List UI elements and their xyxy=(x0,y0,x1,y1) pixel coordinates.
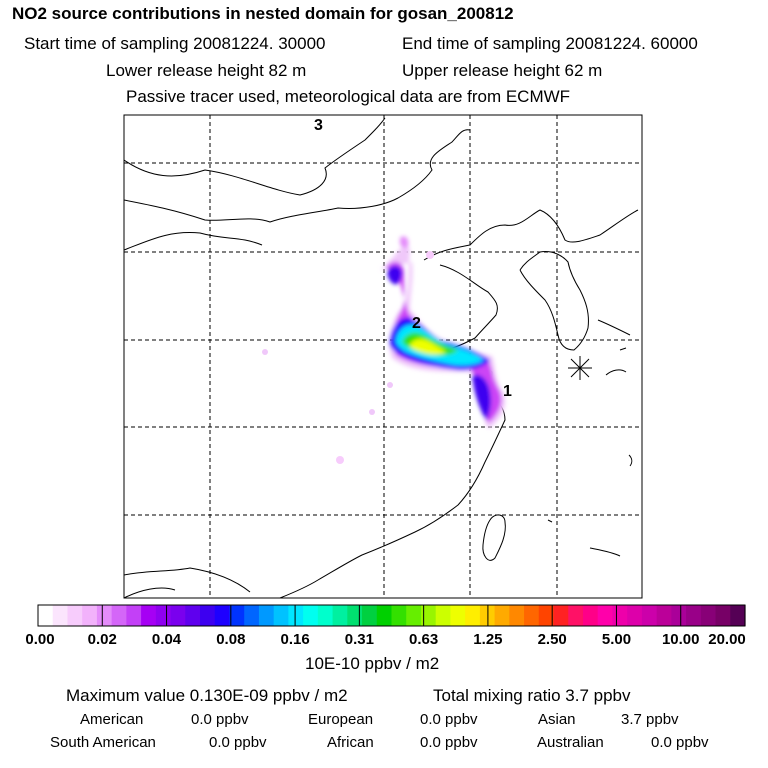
source-region-label: 3 xyxy=(314,117,323,134)
colorbar-swatch xyxy=(406,605,422,626)
colorbar-swatch xyxy=(376,605,393,626)
coastlines xyxy=(124,117,639,598)
colorbar-swatch xyxy=(347,605,363,626)
lower-release-label: Lower release height 82 m xyxy=(106,61,307,80)
region-name: Asian xyxy=(538,711,576,728)
region-name: European xyxy=(308,711,374,728)
colorbar-swatch xyxy=(391,605,407,626)
colorbar-tick-label: 0.04 xyxy=(151,631,182,648)
colorbar-swatch xyxy=(538,605,555,626)
source-region-label: 2 xyxy=(412,315,421,332)
map-frame xyxy=(123,114,643,599)
upper-release-label: Upper release height 62 m xyxy=(402,61,603,80)
colorbar-swatch xyxy=(244,605,260,626)
region-name: American xyxy=(80,711,144,728)
colorbar-swatch xyxy=(38,605,54,626)
passive-tracer-note: Passive tracer used, meteorological data… xyxy=(126,87,571,106)
colorbar-swatch xyxy=(155,605,172,626)
colorbar-swatch xyxy=(332,605,348,626)
colorbar-swatch xyxy=(494,605,510,626)
region-name: South American xyxy=(50,734,156,751)
colorbar-swatch xyxy=(641,605,658,626)
colorbar-swatch xyxy=(170,605,186,626)
colorbar-swatch xyxy=(67,605,83,626)
colorbar-swatch xyxy=(200,605,216,626)
region-value: 0.0 ppbv xyxy=(209,734,267,751)
colorbar-swatch xyxy=(303,605,319,626)
colorbar-swatch xyxy=(509,605,525,626)
colorbar-swatch xyxy=(612,605,628,626)
colorbar-swatch xyxy=(597,605,614,626)
no2-plume xyxy=(262,236,506,464)
colorbar-swatch xyxy=(656,605,672,626)
plot-title: NO2 source contributions in nested domai… xyxy=(12,4,514,23)
colorbar-swatch xyxy=(111,605,127,626)
colorbar-tick-label: 0.02 xyxy=(87,631,117,648)
start-time-label: Start time of sampling 20081224. 30000 xyxy=(24,34,326,53)
end-time-label: End time of sampling 20081224. 60000 xyxy=(402,34,698,53)
colorbar-tick-label: 0.00 xyxy=(25,631,55,648)
colorbar-tick-label: 0.31 xyxy=(344,631,374,648)
colorbar-swatch xyxy=(465,605,481,626)
colorbar-tick-label: 2.50 xyxy=(537,631,567,648)
colorbar-swatch xyxy=(686,605,702,626)
colorbar-swatch xyxy=(700,605,717,626)
colorbar-tick-label: 1.25 xyxy=(473,631,503,648)
colorbar-tick-label: 0.63 xyxy=(409,631,439,648)
colorbar-swatch xyxy=(273,605,289,626)
colorbar-swatch xyxy=(553,605,569,626)
colorbar-tick-label: 20.00 xyxy=(708,631,746,648)
total-mixing-ratio: Total mixing ratio 3.7 ppbv xyxy=(433,686,631,705)
colorbar-swatch xyxy=(258,605,275,626)
colorbar-swatch xyxy=(317,605,334,626)
receptor-star-icon xyxy=(568,356,592,380)
colorbar-units: 10E-10 ppbv / m2 xyxy=(305,654,440,673)
colorbar-swatch xyxy=(214,605,231,626)
colorbar-swatch xyxy=(52,605,69,626)
region-value: 0.0 ppbv xyxy=(191,711,249,728)
colorbar-tick-label: 0.08 xyxy=(216,631,246,648)
colorbar-swatch xyxy=(229,605,245,626)
colorbar-tick-label: 5.00 xyxy=(601,631,632,648)
colorbar-tick-label: 10.00 xyxy=(661,631,700,648)
colorbar-tick-label: 0.16 xyxy=(280,631,310,648)
colorbar-swatch xyxy=(288,605,304,626)
colorbar-swatch xyxy=(362,605,378,626)
source-region-label: 1 xyxy=(503,383,512,400)
colorbar-swatch xyxy=(96,605,113,626)
colorbar-swatch xyxy=(450,605,466,626)
colorbar-swatch xyxy=(185,605,201,626)
colorbar-swatch xyxy=(126,605,142,626)
region-name: African xyxy=(327,734,374,751)
region-value: 0.0 ppbv xyxy=(420,734,478,751)
colorbar-swatch xyxy=(420,605,437,626)
colorbar-swatch xyxy=(82,605,98,626)
region-name: Australian xyxy=(537,734,604,751)
region-value: 0.0 ppbv xyxy=(420,711,478,728)
region-value: 0.0 ppbv xyxy=(651,734,709,751)
colorbar-swatch xyxy=(582,605,599,626)
maximum-value: Maximum value 0.130E-09 ppbv / m2 xyxy=(66,686,348,705)
colorbar-swatch xyxy=(715,605,731,626)
colorbar-swatch xyxy=(524,605,540,626)
lat-lon-grid xyxy=(124,115,642,598)
colorbar-swatch xyxy=(435,605,452,626)
colorbar-swatch xyxy=(671,605,687,626)
region-value: 3.7 ppbv xyxy=(621,711,679,728)
colorbar-swatch xyxy=(141,605,157,626)
colorbar-frame xyxy=(37,604,746,627)
colorbar-swatch xyxy=(568,605,584,626)
colorbar-swatch xyxy=(730,605,746,626)
colorbar-swatch xyxy=(627,605,643,626)
